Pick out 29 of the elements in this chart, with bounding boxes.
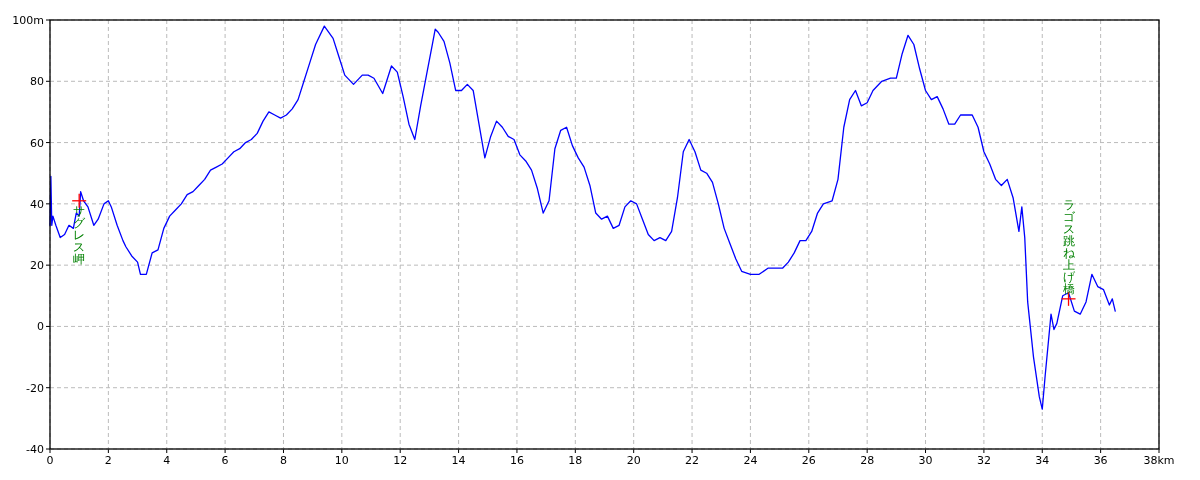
x-tick-label: 0 [46, 454, 54, 467]
x-tick-label: 8 [279, 454, 287, 467]
annotation: ラゴス跳ね上げ橋 [1062, 197, 1076, 296]
x-tick-label: 26 [801, 454, 816, 467]
x-tick-label: 12 [393, 454, 408, 467]
x-tick-label: 16 [509, 454, 524, 467]
y-tick-label: 60 [30, 136, 44, 150]
y-tick-label: -20 [26, 381, 44, 395]
y-tick-label: 0 [37, 320, 44, 334]
x-tick-label: 32 [976, 454, 991, 467]
x-tick-label: 14 [451, 454, 466, 467]
y-tick-label: 80 [30, 75, 44, 89]
x-tick-label: 4 [163, 454, 171, 467]
x-tick-label: 10 [334, 454, 349, 467]
x-tick-label: 36 [1093, 454, 1108, 467]
y-tick-label: 100m [12, 14, 44, 27]
x-tick-label: 18 [568, 454, 583, 467]
y-tick-label: 20 [30, 259, 44, 273]
x-tick-label: 28 [860, 454, 875, 467]
y-tick-label: 40 [30, 197, 44, 211]
x-tick-label: 22 [685, 454, 700, 467]
y-tick-label: -40 [26, 443, 44, 456]
x-tick-label: 6 [221, 454, 229, 467]
x-tick-label: 24 [743, 454, 758, 467]
x-tick-label: 20 [626, 454, 641, 467]
x-tick-label: 30 [918, 454, 933, 467]
x-tick-label: 38km [1143, 454, 1175, 467]
x-tick-label: 2 [104, 454, 112, 467]
x-tick-label: 34 [1035, 454, 1050, 467]
